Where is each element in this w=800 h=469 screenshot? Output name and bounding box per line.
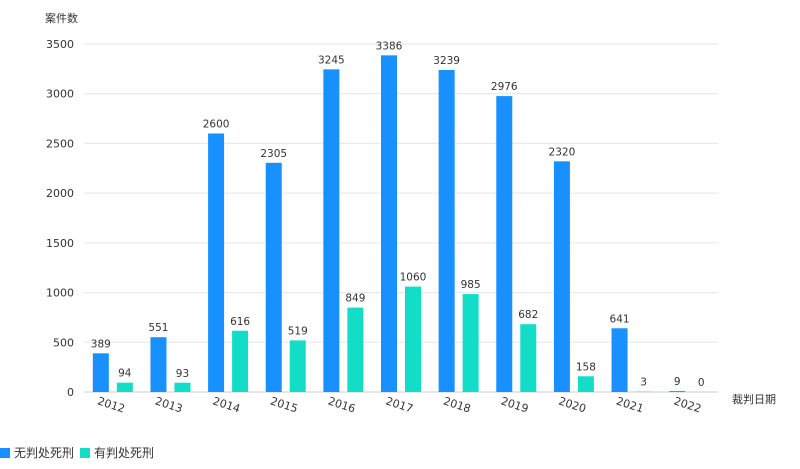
x-axis-ticks: 2012 2013 2014 2015 2016 2017 2018 2019 2020 2021…	[96, 395, 703, 416]
x-tick-label: 2018	[442, 395, 473, 416]
bar-series-2	[174, 382, 191, 392]
data-label: 985	[461, 279, 481, 291]
legend-label-series-1: 无判处死刑	[14, 446, 74, 460]
y-tick-label: 2000	[46, 187, 74, 200]
data-label: 2976	[491, 81, 518, 93]
legend[interactable]: 无判处死刑 有判处死刑	[0, 446, 154, 460]
bar-series-2	[520, 324, 537, 392]
data-label: 3239	[433, 55, 460, 67]
data-label: 3386	[376, 40, 403, 52]
x-tick-label: 2015	[269, 395, 300, 416]
x-tick-label: 2020	[557, 395, 588, 416]
data-label: 1060	[400, 272, 427, 284]
data-label: 9	[674, 376, 681, 388]
bar-series-2	[347, 307, 364, 392]
bar-series-2	[232, 330, 249, 392]
bar-series-1	[92, 353, 109, 392]
bar-series-2	[289, 340, 306, 392]
data-label: 551	[148, 322, 168, 334]
bar-series-2	[462, 294, 479, 392]
data-label: 93	[176, 368, 189, 380]
bar-series-2	[116, 382, 133, 392]
legend-item-series-1[interactable]: 无判处死刑	[0, 446, 74, 460]
x-tick-label: 2012	[96, 395, 127, 416]
data-label: 2320	[549, 146, 576, 158]
y-tick-label: 1000	[46, 287, 74, 300]
y-tick-label: 500	[53, 336, 74, 349]
bar-series-1	[553, 161, 570, 392]
gridlines	[84, 43, 718, 393]
y-axis-ticks: 0 500 1000 1500 2000 2500 3000 3500	[46, 38, 74, 399]
y-axis-title: 案件数	[45, 11, 78, 25]
data-labels: 3899455193260061623055193245849338610603…	[91, 40, 705, 389]
bar-series-1	[611, 328, 628, 392]
bar-series-1	[208, 133, 225, 392]
bar-series-1	[381, 55, 397, 392]
legend-label-series-2: 有判处死刑	[94, 446, 154, 460]
bars	[92, 55, 686, 393]
data-label: 616	[230, 316, 250, 328]
bar-series-2	[405, 286, 421, 392]
y-tick-label: 0	[67, 386, 74, 399]
x-tick-label: 2017	[384, 395, 415, 416]
data-label: 0	[698, 377, 705, 389]
x-axis-title: 裁判日期	[732, 393, 776, 406]
data-label: 2600	[203, 118, 230, 130]
bar-series-1	[438, 69, 455, 392]
data-label: 94	[118, 368, 132, 380]
y-tick-label: 1500	[46, 237, 74, 250]
x-tick-label: 2013	[153, 395, 184, 416]
x-tick-label: 2021	[615, 395, 646, 416]
data-label: 641	[610, 313, 630, 325]
data-label: 3245	[318, 54, 345, 66]
bar-series-1	[323, 69, 340, 393]
x-tick-label: 2019	[499, 395, 530, 416]
legend-swatch-series-2	[80, 448, 90, 458]
legend-swatch-series-1	[0, 448, 10, 458]
data-label: 682	[518, 309, 538, 321]
y-tick-label: 3500	[46, 38, 74, 51]
y-tick-label: 2500	[46, 137, 74, 150]
bar-series-1	[265, 162, 282, 392]
x-tick-label: 2014	[211, 395, 242, 416]
x-tick-label: 2016	[326, 395, 357, 416]
legend-item-series-2[interactable]: 有判处死刑	[80, 446, 154, 460]
data-label: 3	[640, 377, 647, 389]
data-label: 389	[91, 338, 111, 350]
x-tick-label: 2022	[672, 395, 703, 416]
bar-series-2	[577, 376, 594, 392]
y-tick-label: 3000	[46, 88, 74, 101]
bar-series-1	[669, 391, 686, 392]
bar-series-1	[150, 337, 167, 392]
data-label: 2305	[260, 148, 287, 160]
data-label: 519	[288, 325, 308, 337]
data-label: 849	[345, 293, 365, 305]
bar-series-1	[496, 96, 513, 392]
data-label: 158	[576, 361, 596, 373]
